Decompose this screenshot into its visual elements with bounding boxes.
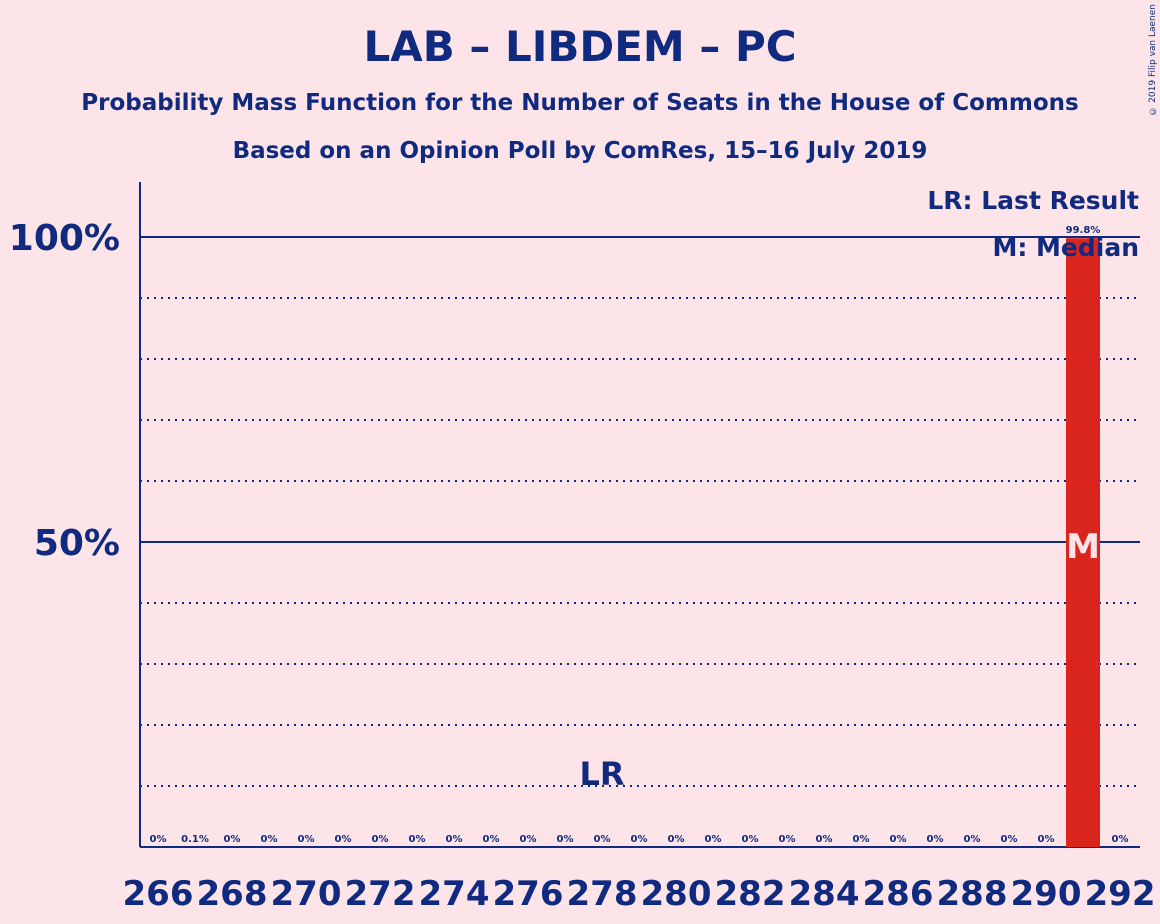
x-tick-label: 292 xyxy=(1085,874,1156,914)
bar-value-label: 0% xyxy=(816,834,833,845)
bar-value-label: 0% xyxy=(298,834,315,845)
x-tick-label: 290 xyxy=(1011,874,1082,914)
bar-value-label: 0% xyxy=(1001,834,1018,845)
bar-value-label: 0% xyxy=(853,834,870,845)
chart-title: LAB – LIBDEM – PC xyxy=(363,22,797,71)
x-tick-label: 284 xyxy=(789,874,860,914)
bar-value-label: 0% xyxy=(520,834,537,845)
x-tick-label: 282 xyxy=(715,874,786,914)
bar-value-label: 0% xyxy=(224,834,241,845)
x-tick-label: 288 xyxy=(937,874,1008,914)
bar-value-label: 0% xyxy=(335,834,352,845)
x-tick-label: 286 xyxy=(863,874,934,914)
bar-value-label: 0% xyxy=(557,834,574,845)
x-tick-label: 272 xyxy=(345,874,416,914)
x-tick-label: 278 xyxy=(567,874,638,914)
bar-value-label: 0% xyxy=(890,834,907,845)
bar-value-label: 0% xyxy=(668,834,685,845)
bar-value-label: 0% xyxy=(409,834,426,845)
legend-median: M: Median xyxy=(992,233,1139,262)
y-tick-label: 50% xyxy=(34,523,120,564)
bar-value-label: 99.8% xyxy=(1066,225,1101,236)
bar-value-label: 0% xyxy=(964,834,981,845)
bar-value-label: 0% xyxy=(261,834,278,845)
bar-value-label: 0% xyxy=(631,834,648,845)
bar-value-label: 0% xyxy=(483,834,500,845)
bar-value-label: 0% xyxy=(446,834,463,845)
y-tick-label: 100% xyxy=(9,218,120,259)
x-tick-label: 276 xyxy=(493,874,564,914)
last-result-marker: LR xyxy=(579,755,624,793)
median-marker: M xyxy=(1066,527,1100,567)
bar-value-label: 0% xyxy=(779,834,796,845)
bar-value-label: 0% xyxy=(705,834,722,845)
bar-value-label: 0% xyxy=(927,834,944,845)
bar-value-label: 0% xyxy=(150,834,167,845)
bar-value-label: 0% xyxy=(372,834,389,845)
bar-value-label: 0% xyxy=(742,834,759,845)
bar xyxy=(1066,238,1100,848)
chart-subtitle-poll: Based on an Opinion Poll by ComRes, 15–1… xyxy=(232,138,928,164)
bar-value-label: 0% xyxy=(594,834,611,845)
legend-last-result: LR: Last Result xyxy=(927,186,1139,215)
bar-value-label: 0.1% xyxy=(181,834,209,845)
x-tick-label: 266 xyxy=(123,874,194,914)
x-tick-label: 274 xyxy=(419,874,490,914)
x-tick-label: 270 xyxy=(271,874,342,914)
bar-value-label: 0% xyxy=(1038,834,1055,845)
x-tick-label: 268 xyxy=(197,874,268,914)
x-tick-label: 280 xyxy=(641,874,712,914)
bar-value-label: 0% xyxy=(1112,834,1129,845)
chart-subtitle: Probability Mass Function for the Number… xyxy=(81,90,1079,116)
